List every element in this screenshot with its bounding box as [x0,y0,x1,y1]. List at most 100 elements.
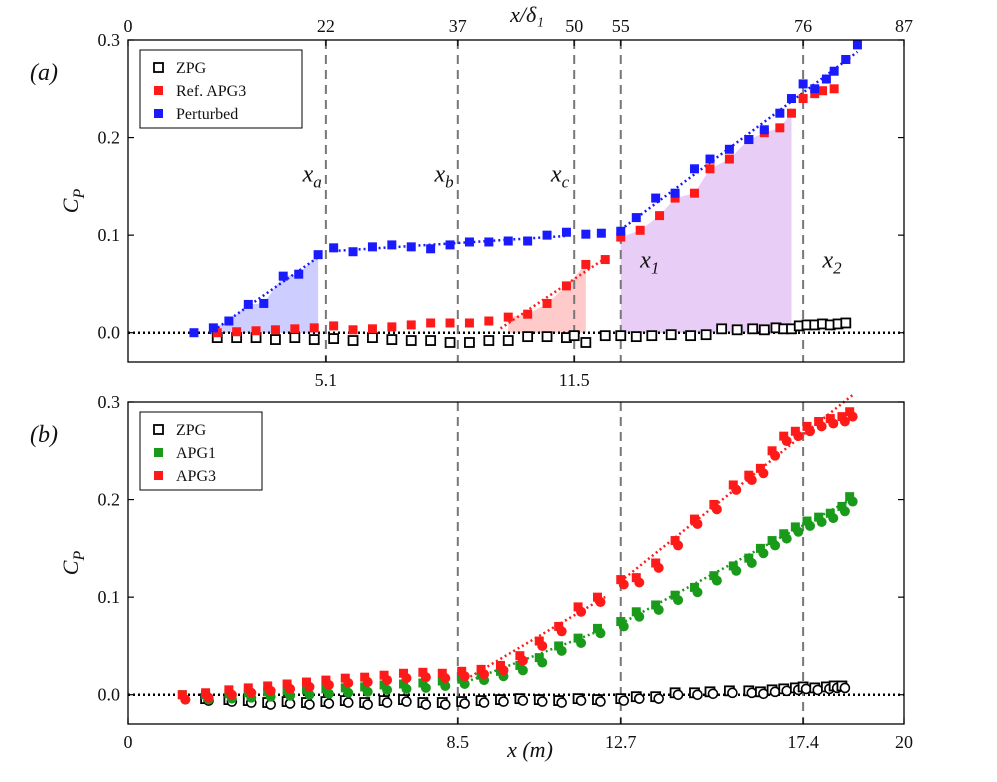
y-tick-label: 0.0 [98,323,121,343]
data-point [651,193,661,203]
y-axis-label: CP [58,189,88,214]
data-point [692,689,703,701]
data-point [381,697,393,708]
data-point [814,417,824,427]
data-point [270,334,281,345]
data-point [340,683,350,693]
data-point [839,506,850,517]
data-point [517,655,528,666]
data-point [769,686,781,698]
data-point [618,621,629,632]
data-point [631,213,641,223]
y-tick-label: 0.3 [98,30,121,50]
data-point [224,316,234,326]
data-point [810,89,820,99]
data-point [420,699,432,710]
data-point [616,232,626,242]
legend-label: ZPG [176,422,207,439]
data-point [201,688,211,698]
data-point [673,540,684,551]
data-point [398,668,408,678]
data-point [308,334,320,345]
data-point [224,685,234,695]
data-point [673,595,684,606]
legend-marker [154,109,163,118]
data-point [653,604,664,615]
data-point [309,323,319,333]
data-point [711,575,722,586]
data-point [362,686,373,697]
data-point [798,94,808,104]
data-point [837,501,847,511]
data-point [515,651,525,661]
data-point [534,653,544,663]
data-point [226,689,237,700]
data-point [755,543,765,553]
data-point [444,337,456,348]
data-point [304,699,315,710]
data-point [816,517,827,528]
data-point [340,673,350,683]
data-point [556,645,567,656]
data-point [323,679,334,690]
data-point [498,665,509,676]
x-tick-label: 20 [895,732,913,752]
data-point [180,694,191,705]
data-point [576,606,587,617]
legend-marker [153,62,164,73]
top-tick-label: 87 [895,16,913,36]
data-point [670,188,680,198]
data-point [542,230,552,240]
data-point [445,318,455,328]
region-label-subscript: a [313,172,322,191]
data-point [278,271,288,281]
legend-marker [154,86,163,95]
data-point [793,431,804,442]
data-point [770,540,781,551]
region-label-subscript: b [445,172,454,191]
data-point [634,577,645,588]
data-point [818,86,828,96]
data-point [323,698,335,709]
data-point [825,508,835,518]
data-point [651,600,661,610]
data-point [711,504,722,515]
data-point [418,678,428,688]
data-point [618,695,630,706]
data-point [502,335,514,346]
legend-marker [154,471,163,480]
data-point [398,679,408,689]
data-point [746,475,757,486]
data-point [814,512,824,522]
data-point [347,335,359,346]
data-point [420,672,431,683]
data-point [805,520,815,531]
data-point [459,698,470,709]
data-point [618,579,629,590]
data-point [523,309,533,319]
data-point [685,330,696,342]
data-point [556,626,567,637]
data-point [746,687,758,699]
data-point [592,623,602,633]
region-label: xc [550,161,570,191]
data-point [259,298,269,308]
data-point [805,426,815,437]
data-point [401,683,412,694]
data-point [270,325,280,335]
data-point [464,318,474,328]
data-point [439,699,451,710]
data-point [800,683,812,695]
data-point [767,536,777,546]
data-point [781,533,792,544]
data-point [595,628,606,639]
data-point [523,236,533,246]
data-point [362,677,373,688]
top-tick-label: 55 [612,16,630,36]
data-point [401,673,412,684]
fit-line [499,257,606,330]
y-axis-label-subscript: P [71,189,88,200]
data-point [770,450,781,461]
data-point [503,236,513,246]
data-point [731,565,742,576]
